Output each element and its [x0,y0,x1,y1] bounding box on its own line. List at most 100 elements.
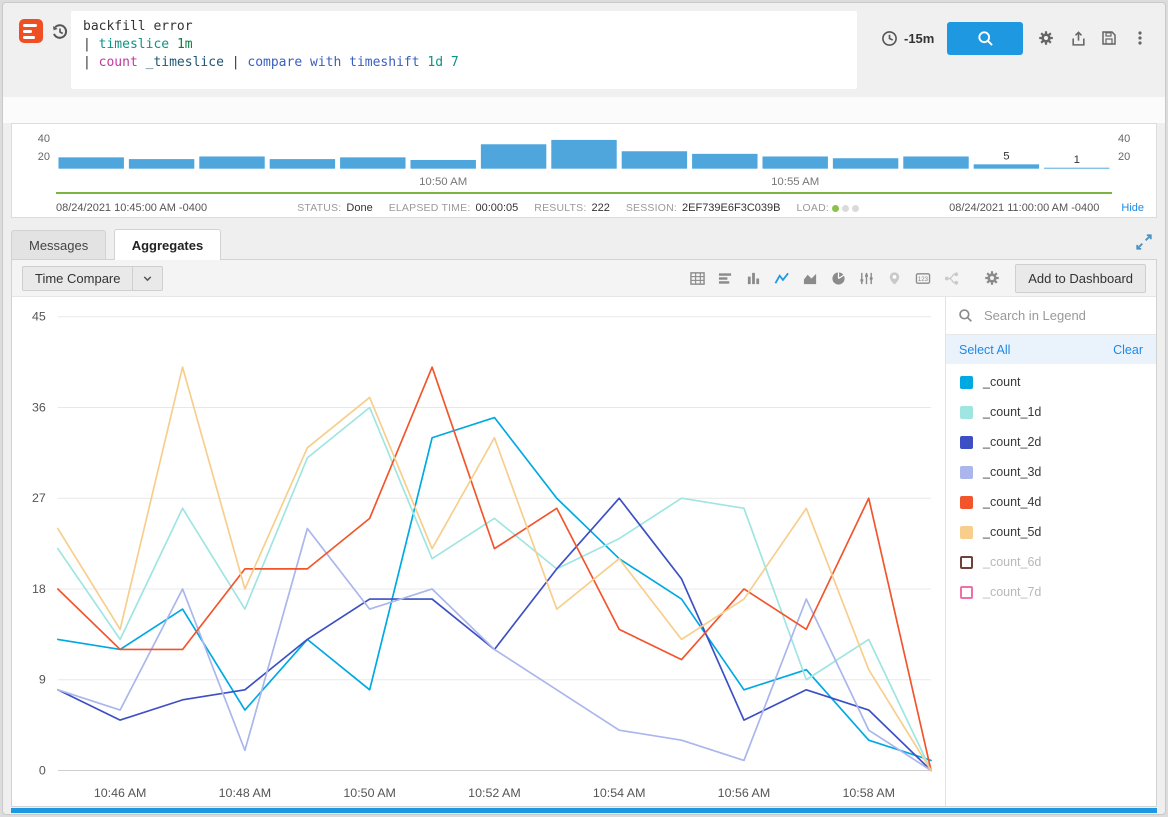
area-chart-icon[interactable] [803,271,818,286]
add-to-dashboard-button[interactable]: Add to Dashboard [1015,263,1146,293]
load-dot [851,204,859,212]
histogram-panel: 40 20 5 1 10:50 AM 10:55 AM 40 20 08/24/202… [11,123,1157,218]
search-histogram[interactable]: 5 1 10:50 AM 10:55 AM [56,128,1112,190]
status-item: LOAD: [796,202,859,214]
box-plot-chart-icon[interactable] [859,271,874,286]
svg-text:10:58 AM: 10:58 AM [842,786,895,800]
legend-item-_count[interactable]: _count [946,367,1156,397]
hide-link[interactable]: Hide [1121,202,1144,214]
legend-item-label: _count [983,375,1021,389]
settings-gear-icon[interactable] [1037,29,1055,47]
map-chart-icon[interactable] [887,271,902,286]
svg-text:10:50 AM: 10:50 AM [343,786,396,800]
search-icon [977,30,994,47]
bottom-accent-bar [11,808,1157,813]
search-progress-bar [56,192,1112,194]
select-all-link[interactable]: Select All [959,342,1011,357]
svg-text:0: 0 [39,763,46,777]
svg-text:1: 1 [1074,154,1080,166]
svg-text:27: 27 [32,491,46,505]
legend-item-label: _count_5d [983,525,1042,539]
column-chart-icon[interactable] [746,271,761,286]
svg-text:10:56 AM: 10:56 AM [718,786,771,800]
load-dot [831,204,839,212]
svg-text:18: 18 [32,582,46,596]
status-item: SESSION: 2EF739E6F3C039B [625,202,781,214]
clock-icon [881,30,898,47]
status-item: RESULTS: 222 [534,202,610,214]
legend-item-_count_7d[interactable]: _count_7d [946,577,1156,607]
tab-aggregates[interactable]: Aggregates [113,229,222,260]
line-chart-icon[interactable] [774,271,790,286]
search-history-icon[interactable] [50,22,70,42]
chart-settings-icon[interactable] [984,270,1000,286]
clear-link[interactable]: Clear [1113,342,1143,357]
svg-text:9: 9 [39,673,46,687]
legend-swatch [960,585,973,599]
legend-item-_count_3d[interactable]: _count_3d [946,457,1156,487]
histogram-y-axis-left: 40 20 [37,133,50,163]
search-button[interactable] [947,22,1023,55]
svg-text:10:55 AM: 10:55 AM [771,176,819,188]
legend-panel: Select All Clear _count _count_1d _count_2… [945,297,1156,806]
legend-item-label: _count_4d [983,495,1042,509]
legend-search-input[interactable] [982,307,1144,324]
svg-text:10:52 AM: 10:52 AM [468,786,521,800]
legend-item-_count_6d[interactable]: _count_6d [946,547,1156,577]
flow-diagram-icon[interactable] [944,271,959,286]
expand-icon[interactable] [1135,233,1153,251]
bar-chart-horizontal-icon[interactable] [718,271,733,286]
single-value-chart-icon[interactable]: 123 [915,271,931,286]
legend-swatch [960,435,973,449]
end-time: 08/24/2021 11:00:00 AM -0400 [949,202,1100,214]
legend-swatch [960,375,973,389]
sumo-logic-logo-icon[interactable] [19,19,43,43]
chart-type-icons: 123 [690,270,1000,286]
legend-swatch [960,555,973,569]
legend-item-label: _count_7d [983,585,1042,599]
query-header: backfill error | timeslice 1m | count _tim… [3,3,1165,97]
header-gap [3,97,1165,123]
legend-swatch [960,495,973,509]
legend-item-label: _count_6d [983,555,1042,569]
svg-text:10:48 AM: 10:48 AM [219,786,272,800]
time-range-control[interactable]: -15m [881,30,934,47]
results-tabs: Messages Aggregates [11,229,1157,260]
legend-swatch [960,465,973,479]
legend-item-_count_1d[interactable]: _count_1d [946,397,1156,427]
time-compare-button[interactable]: Time Compare [22,265,164,291]
query-line: backfill error [83,19,193,34]
legend-item-label: _count_1d [983,405,1042,419]
legend-item-_count_4d[interactable]: _count_4d [946,487,1156,517]
legend-swatch [960,405,973,419]
chevron-down-icon[interactable] [132,266,162,290]
query-line: | count _timeslice | compare with timesh… [83,55,459,70]
status-items: STATUS: Done ELAPSED TIME: 00:00:05 RESULTS:… [297,202,859,214]
svg-text:45: 45 [32,310,46,324]
time-range-value: -15m [904,31,935,46]
pie-chart-icon[interactable] [831,271,846,286]
svg-text:10:46 AM: 10:46 AM [94,786,147,800]
legend-search [946,297,1156,335]
aggregates-line-chart[interactable]: 0 9 18 27 36 45 10:46 AM 10:48 AM 10:50 AM 10:52 … [12,297,945,806]
legend-items: _count _count_1d _count_2d _count_3d _count_… [946,364,1156,607]
legend-swatch [960,525,973,539]
histogram-y-axis-right: 40 20 [1118,133,1131,163]
svg-text:10:54 AM: 10:54 AM [593,786,646,800]
legend-item-label: _count_3d [983,465,1042,479]
svg-text:10:50 AM: 10:50 AM [419,176,467,188]
legend-item-label: _count_2d [983,435,1042,449]
tab-messages[interactable]: Messages [11,230,107,259]
aggregates-panel: Time Compare 123 Add to Dashboard 0 9 18 27… [11,259,1157,807]
start-time: 08/24/2021 10:45:00 AM -0400 [56,202,208,214]
query-editor[interactable]: backfill error | timeslice 1m | count _tim… [71,11,857,89]
share-icon[interactable] [1069,29,1087,47]
table-chart-icon[interactable] [690,271,705,286]
status-bar: 08/24/2021 10:45:00 AM -0400 STATUS: Done… [56,200,1144,216]
legend-item-_count_2d[interactable]: _count_2d [946,427,1156,457]
save-icon[interactable] [1100,29,1118,47]
legend-item-_count_5d[interactable]: _count_5d [946,517,1156,547]
more-options-icon[interactable] [1131,29,1149,47]
status-item: STATUS: Done [297,202,373,214]
